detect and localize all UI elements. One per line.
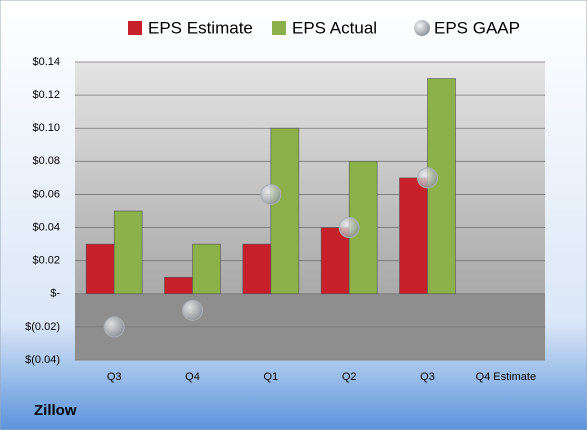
y-tick-label: $0.02 bbox=[32, 255, 60, 267]
bar bbox=[399, 177, 428, 295]
bar bbox=[192, 243, 221, 295]
bar bbox=[320, 227, 350, 295]
y-tick-label: $0.08 bbox=[32, 155, 60, 167]
x-tick-label: Q1 bbox=[263, 371, 278, 383]
legend-marker bbox=[414, 20, 430, 36]
y-tick-label: $(0.04) bbox=[25, 354, 60, 366]
legend-label: EPS Actual bbox=[292, 18, 377, 37]
y-tick-label: $0.06 bbox=[32, 188, 60, 200]
y-tick-label: $0.14 bbox=[32, 56, 60, 68]
x-tick-label: Q3 bbox=[420, 371, 435, 383]
y-tick-label: $(0.02) bbox=[25, 321, 60, 333]
bar bbox=[242, 243, 272, 295]
y-tick-label: $- bbox=[50, 288, 60, 300]
point bbox=[103, 316, 125, 338]
bar bbox=[113, 210, 143, 295]
x-tick-label: Q3 bbox=[107, 371, 122, 383]
y-tick-label: $0.12 bbox=[32, 89, 60, 101]
y-tick-label: $0.10 bbox=[32, 122, 60, 134]
plot-area bbox=[75, 62, 545, 294]
legend-label: EPS Estimate bbox=[148, 18, 253, 37]
bar bbox=[270, 127, 300, 295]
legend-label: EPS GAAP bbox=[434, 18, 520, 37]
legend-marker bbox=[128, 21, 142, 35]
y-tick-label: $0.04 bbox=[32, 221, 60, 233]
point bbox=[417, 167, 438, 189]
point bbox=[338, 217, 360, 239]
chart-title: Zillow bbox=[34, 402, 77, 419]
point bbox=[260, 183, 282, 205]
x-tick-label: Q4 bbox=[185, 371, 200, 383]
x-tick-label: Q4 Estimate bbox=[476, 371, 537, 383]
bar bbox=[85, 243, 115, 295]
x-tick-label: Q2 bbox=[342, 371, 357, 383]
point bbox=[182, 299, 203, 321]
legend-marker bbox=[272, 21, 286, 35]
bar bbox=[164, 276, 193, 295]
